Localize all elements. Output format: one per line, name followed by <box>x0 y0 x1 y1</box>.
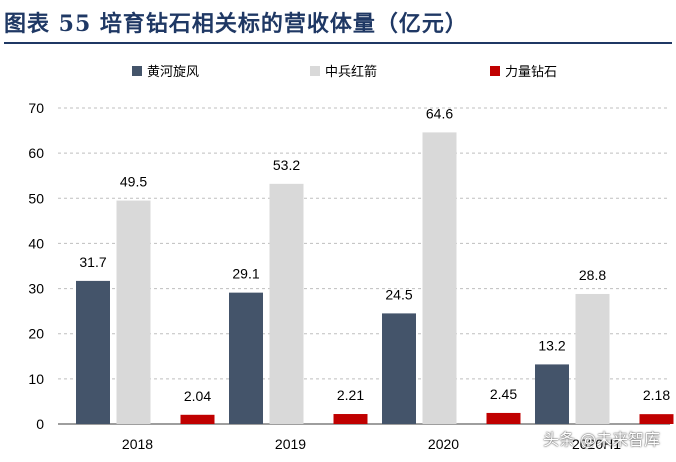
y-tick-label-30: 30 <box>28 281 44 297</box>
bar-2018-黄河旋风 <box>76 280 110 424</box>
data-label-2019-黄河旋风: 29.1 <box>232 266 259 282</box>
data-label-2018-中兵红箭: 49.5 <box>120 174 147 190</box>
x-tick-label-2018: 2018 <box>122 436 153 452</box>
y-tick-label-20: 20 <box>28 326 44 342</box>
data-label-2020H1-中兵红箭: 28.8 <box>579 267 606 283</box>
bar-2019-黄河旋风 <box>229 292 263 424</box>
y-tick-label-70: 70 <box>28 100 44 116</box>
x-tick-label-2020H1: 2020H1 <box>572 436 621 452</box>
bar-2019-力量钻石 <box>333 414 368 424</box>
bar-2020H1-力量钻石 <box>639 414 674 424</box>
legend-swatch-力量钻石 <box>490 66 500 76</box>
data-label-2020H1-黄河旋风: 13.2 <box>538 337 565 353</box>
bar-2020-力量钻石 <box>486 412 521 424</box>
bar-2018-力量钻石 <box>180 414 215 424</box>
data-label-2020-力量钻石: 2.45 <box>490 386 517 402</box>
data-label-2019-中兵红箭: 53.2 <box>273 157 300 173</box>
bar-2020-黄河旋风 <box>382 313 416 424</box>
y-tick-label-10: 10 <box>28 371 44 387</box>
x-tick-label-2020: 2020 <box>428 436 459 452</box>
bar-2019-中兵红箭 <box>269 183 304 424</box>
legend-label-中兵红箭: 中兵红箭 <box>325 64 377 80</box>
legend-swatch-中兵红箭 <box>310 66 320 76</box>
y-tick-label-40: 40 <box>28 235 44 251</box>
data-label-2020-黄河旋风: 24.5 <box>385 286 412 302</box>
data-label-2020-中兵红箭: 64.6 <box>426 105 453 121</box>
x-tick-label-2019: 2019 <box>275 436 306 452</box>
y-tick-label-60: 60 <box>28 145 44 161</box>
y-tick-label-0: 0 <box>36 416 44 432</box>
watermark: 头条 @未来智库 <box>543 430 661 449</box>
data-label-2018-黄河旋风: 31.7 <box>79 254 106 270</box>
chart-title: 图表 55 培育钻石相关标的营收体量（亿元） <box>4 11 468 37</box>
data-label-2018-力量钻石: 2.04 <box>184 388 211 404</box>
y-tick-label-50: 50 <box>28 190 44 206</box>
data-label-2020H1-力量钻石: 2.18 <box>643 387 670 403</box>
bar-2020H1-中兵红箭 <box>575 293 610 424</box>
bar-2018-中兵红箭 <box>116 200 151 424</box>
bar-2020H1-黄河旋风 <box>535 364 569 424</box>
bar-2020-中兵红箭 <box>422 132 457 424</box>
legend-label-黄河旋风: 黄河旋风 <box>147 65 199 80</box>
legend-label-力量钻石: 力量钻石 <box>505 65 557 80</box>
title-divider <box>4 42 672 44</box>
data-label-2019-力量钻石: 2.21 <box>337 387 364 403</box>
legend-swatch-黄河旋风 <box>132 66 142 76</box>
